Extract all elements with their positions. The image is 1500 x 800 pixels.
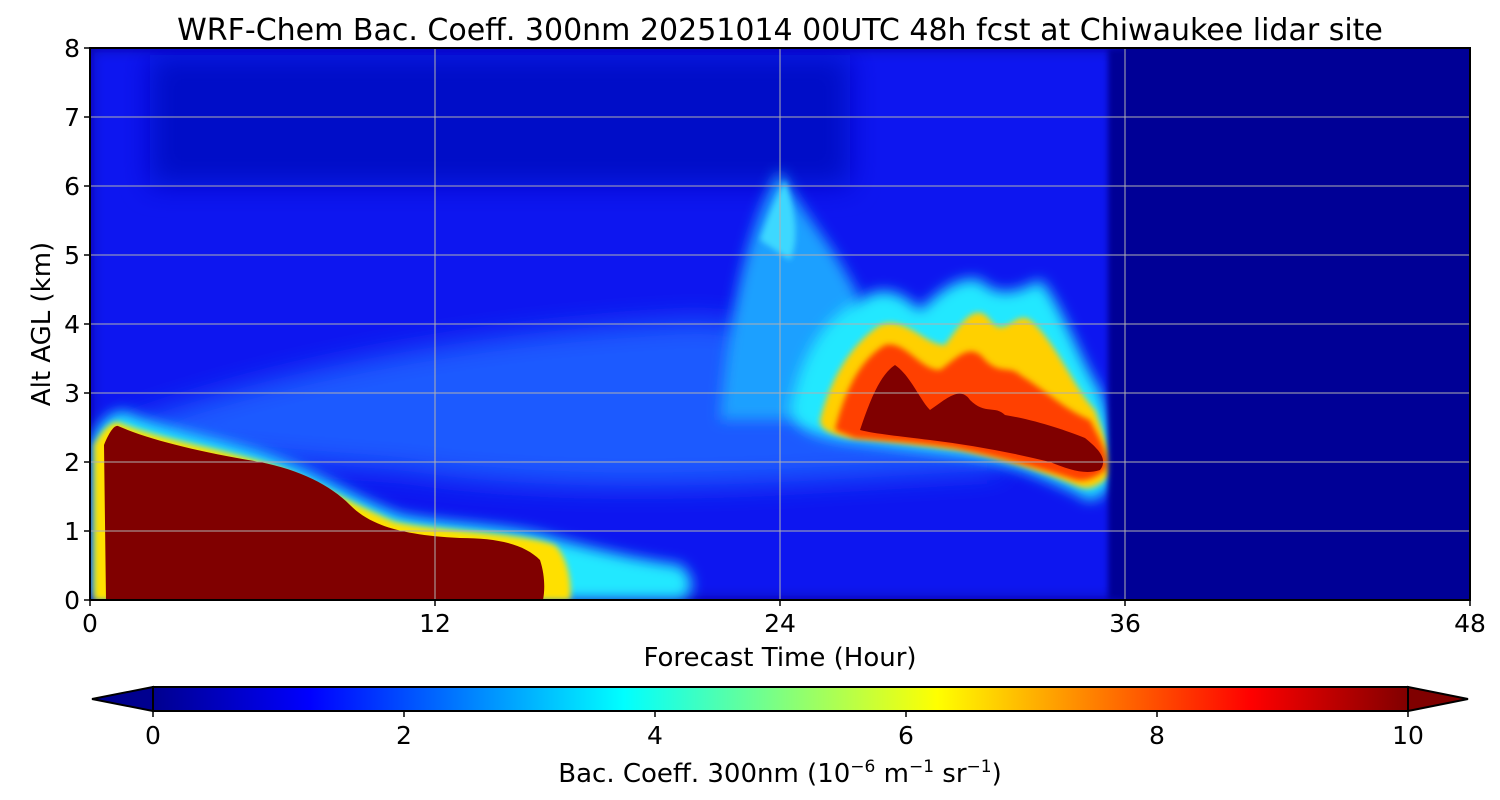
colorbar-ticks: 0 2 4 6 8 10	[145, 711, 1424, 750]
y-axis-label: Alt AGL (km)	[27, 242, 57, 406]
bl-plume-core	[104, 425, 545, 600]
y-tick-label: 4	[64, 310, 80, 339]
colorbar-tick-label: 2	[396, 721, 412, 750]
y-tick-label: 2	[64, 448, 80, 477]
y-tick-label: 7	[64, 103, 80, 132]
x-axis-label: Forecast Time (Hour)	[643, 643, 916, 673]
colorbar-tick-label: 0	[145, 721, 161, 750]
x-tick-label: 48	[1454, 609, 1486, 638]
colorbar-tick-label: 10	[1392, 721, 1424, 750]
y-tick-label: 6	[64, 172, 80, 201]
colorbar: 0 2 4 6 8 10 Bac. Coeff. 300nm (10−6 m−1 sr−1…	[91, 685, 1469, 789]
x-axis: 0 12 24 36 48	[82, 600, 1486, 638]
x-tick-label: 12	[419, 609, 451, 638]
colorbar-tick-label: 4	[647, 721, 663, 750]
field-upper-dark	[150, 55, 850, 185]
colorbar-extend-max	[1407, 685, 1469, 713]
chart-title: WRF-Chem Bac. Coeff. 300nm 20251014 00UT…	[177, 13, 1383, 48]
y-tick-label: 3	[64, 379, 80, 408]
colorbar-tick-label: 8	[1149, 721, 1165, 750]
colorbar-extend-min	[91, 685, 154, 713]
colorbar-body	[152, 686, 1409, 712]
x-tick-label: 0	[82, 609, 98, 638]
y-tick-label: 1	[64, 517, 80, 546]
colorbar-tick-label: 6	[898, 721, 914, 750]
elevated-layer-core	[860, 365, 1104, 473]
y-tick-label: 8	[64, 34, 80, 63]
y-tick-label: 0	[64, 586, 80, 615]
x-tick-label: 24	[764, 609, 796, 638]
colorbar-label: Bac. Coeff. 300nm (10−6 m−1 sr−1)	[558, 757, 1001, 789]
x-tick-label: 36	[1109, 609, 1141, 638]
y-axis: 0 1 2 3 4 5 6 7 8	[64, 34, 90, 615]
y-tick-label: 5	[64, 241, 80, 270]
upper-plume-core	[760, 180, 796, 260]
